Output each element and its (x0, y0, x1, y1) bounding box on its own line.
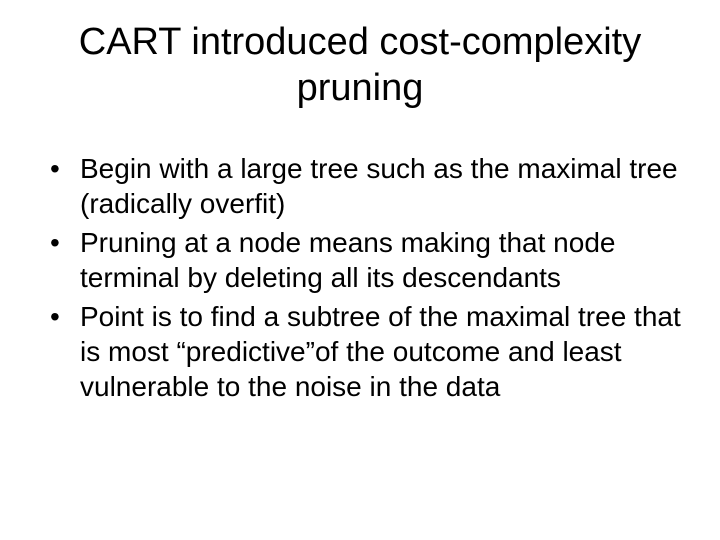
bullet-item: Point is to find a subtree of the maxima… (50, 299, 690, 404)
bullet-item: Pruning at a node means making that node… (50, 225, 690, 295)
bullet-item: Begin with a large tree such as the maxi… (50, 151, 690, 221)
slide-title: CART introduced cost-complexity pruning (30, 20, 690, 111)
bullet-list: Begin with a large tree such as the maxi… (30, 151, 690, 404)
